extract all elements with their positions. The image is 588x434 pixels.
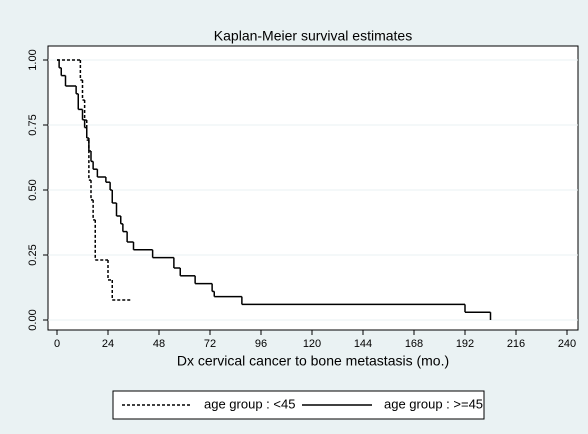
x-tick-label: 0 (54, 338, 60, 350)
y-tick-label: 1.00 (27, 49, 39, 70)
x-tick-label: 72 (204, 338, 216, 350)
x-tick-label: 144 (354, 338, 372, 350)
legend-label: age group : >=45 (384, 396, 483, 411)
x-tick-label: 168 (405, 338, 423, 350)
x-tick-label: 240 (558, 338, 576, 350)
x-tick-label: 192 (456, 338, 474, 350)
x-tick-label: 216 (507, 338, 525, 350)
legend-label: age group : <45 (204, 396, 295, 411)
x-tick-label: 24 (102, 338, 114, 350)
x-tick-label: 48 (153, 338, 165, 350)
y-tick-label: 0.25 (27, 244, 39, 265)
x-tick-label: 120 (303, 338, 321, 350)
chart-title: Kaplan-Meier survival estimates (214, 28, 412, 44)
x-tick-label: 96 (255, 338, 267, 350)
y-tick-label: 0.00 (27, 309, 39, 330)
y-tick-label: 0.75 (27, 114, 39, 135)
y-tick-label: 0.50 (27, 179, 39, 200)
x-axis-title: Dx cervical cancer to bone metastasis (m… (177, 353, 449, 369)
plot-area (47, 45, 579, 331)
